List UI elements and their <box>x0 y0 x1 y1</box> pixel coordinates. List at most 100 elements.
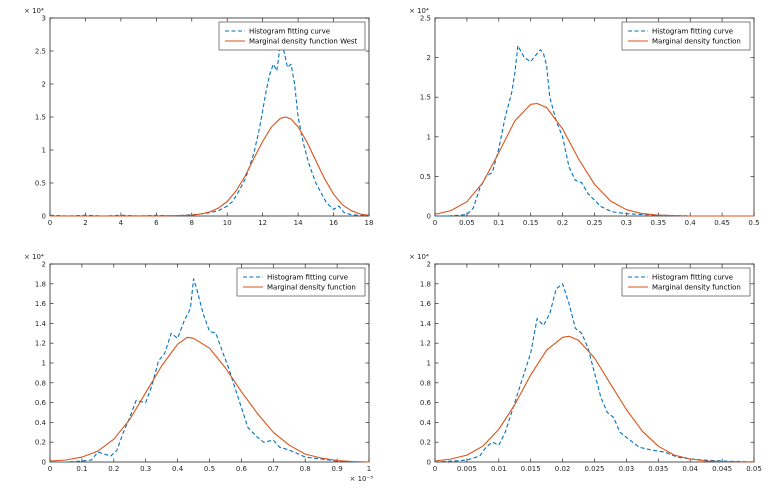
y-tick-label: 1.5 <box>420 94 431 102</box>
series-line-dashed <box>50 278 369 463</box>
chart-root: 0 0.05 0.1 0.15 0.2 0.25 0.3 0.35 0.4 0.45 0.5 0 0.5… <box>409 7 760 227</box>
x-tick-label: 0.4 <box>172 465 184 473</box>
y-tick-label: 1 <box>427 360 431 368</box>
subplot-bottom-left: 0 0.1 0.2 0.3 0.4 0.5 0.6 0.7 0.8 0.9 1 0 0.2 0.4 0.6 0… <box>0 246 385 492</box>
x-tick-label: 0 <box>48 219 52 227</box>
legend-label: Marginal density function West <box>249 37 358 45</box>
y-tick-label: 0.5 <box>35 180 46 188</box>
series-line-solid <box>434 102 754 217</box>
x-tick-label: 0.015 <box>521 465 541 473</box>
x-tick-label: 0.01 <box>491 465 507 473</box>
plot-area <box>50 264 369 462</box>
plot-area <box>435 264 754 462</box>
y-tick-label: 0.4 <box>420 419 432 427</box>
y-tick-label: 0 <box>427 459 431 467</box>
x-tick-label: 0.02 <box>555 465 571 473</box>
series-line-solid <box>434 335 755 463</box>
x-tick-label: 0.1 <box>493 219 504 227</box>
y-tick-label: 0.8 <box>420 379 431 387</box>
chart-top-left: 0 2 4 6 8 10 12 14 16 18 0 0.5 1 1.5 2 2.5 3× 10⁴ Histogr… <box>24 7 373 227</box>
y-tick-label: 0.5 <box>420 173 431 181</box>
y-tick-label: 0.6 <box>420 399 432 407</box>
y-scale-label: × 10⁴ <box>409 253 429 261</box>
y-tick-label: 0.6 <box>35 399 47 407</box>
y-tick-label: 1 <box>427 133 431 141</box>
x-tick-label: 16 <box>329 219 338 227</box>
chart-bottom-left: 0 0.1 0.2 0.3 0.4 0.5 0.6 0.7 0.8 0.9 1 0 0.2 0.4 0.6 0… <box>24 253 374 483</box>
x-tick-label: 0.25 <box>587 219 603 227</box>
x-tick-label: 0.035 <box>648 465 668 473</box>
x-tick-label: 0.3 <box>621 219 632 227</box>
y-tick-label: 2 <box>42 261 46 269</box>
y-tick-label: 1.2 <box>35 340 46 348</box>
y-tick-label: 1 <box>42 147 46 155</box>
x-tick-label: 0 <box>433 465 437 473</box>
x-tick-label: 0.2 <box>108 465 119 473</box>
x-tick-label: 12 <box>258 219 267 227</box>
y-tick-label: 0.2 <box>420 439 431 447</box>
x-tick-label: 2 <box>83 219 87 227</box>
x-tick-label: 18 <box>365 219 374 227</box>
x-tick-label: 8 <box>190 219 194 227</box>
x-tick-label: 0.8 <box>300 465 311 473</box>
chart-bottom-right: 0 0.005 0.01 0.015 0.02 0.025 0.03 0.035 0.04 0.0… <box>409 253 762 473</box>
y-scale-label: × 10⁴ <box>409 7 429 15</box>
subplot-top-left: 0 2 4 6 8 10 12 14 16 18 0 0.5 1 1.5 2 2.5 3 × 10⁴ Histogr… <box>0 0 385 246</box>
y-tick-label: 1 <box>42 360 46 368</box>
x-tick-label: 0.005 <box>457 465 477 473</box>
x-tick-label: 0.35 <box>651 219 667 227</box>
x-tick-label: 0.3 <box>140 465 151 473</box>
x-tick-label: 6 <box>154 219 159 227</box>
x-tick-label: 14 <box>294 219 303 227</box>
x-tick-label: 0 <box>48 465 52 473</box>
y-tick-label: 1.6 <box>420 300 432 308</box>
series-line-dashed <box>434 283 755 463</box>
chart-top-right: 0 0.05 0.1 0.15 0.2 0.25 0.3 0.35 0.4 0.45 0.5 0 0.5… <box>409 7 760 227</box>
x-tick-label: 0.15 <box>523 219 539 227</box>
x-tick-label: 0.04 <box>682 465 698 473</box>
y-tick-label: 0.4 <box>35 419 47 427</box>
y-tick-label: 2 <box>42 81 46 89</box>
legend-label: Histogram fitting curve <box>652 273 733 281</box>
x-tick-label: 0.025 <box>584 465 604 473</box>
y-tick-label: 0.8 <box>35 379 46 387</box>
y-tick-label: 1.8 <box>35 280 46 288</box>
series-line-solid <box>49 336 370 463</box>
plot-box <box>434 263 755 463</box>
legend-label: Histogram fitting curve <box>652 27 733 35</box>
plot-box <box>49 263 370 463</box>
x-tick-label: 10 <box>223 219 232 227</box>
x-tick-label: 0.05 <box>746 465 762 473</box>
y-tick-label: 1.4 <box>420 320 432 328</box>
x-scale-label: × 10⁻³ <box>350 475 374 483</box>
legend-label: Marginal density function <box>652 37 741 45</box>
legend-box <box>236 267 366 297</box>
x-tick-label: 0.7 <box>268 465 279 473</box>
y-tick-label: 2.5 <box>420 15 431 23</box>
chart-root: 0 0.005 0.01 0.015 0.02 0.025 0.03 0.035 0.04 0.0… <box>409 253 762 473</box>
x-tick-label: 1 <box>367 465 371 473</box>
legend-label: Marginal density function <box>267 283 356 291</box>
x-tick-label: 0.03 <box>619 465 635 473</box>
x-tick-label: 0.5 <box>748 219 759 227</box>
y-tick-label: 1.5 <box>35 114 46 122</box>
y-tick-label: 0.2 <box>35 439 46 447</box>
plot-box <box>49 17 370 217</box>
y-tick-label: 2 <box>427 261 431 269</box>
x-tick-label: 4 <box>119 219 124 227</box>
chart-root: 0 2 4 6 8 10 12 14 16 18 0 0.5 1 1.5 2 2.5 3× 10⁴ Histogr… <box>24 7 373 227</box>
y-tick-label: 0 <box>42 459 46 467</box>
x-tick-label: 0.6 <box>236 465 248 473</box>
y-tick-label: 0 <box>42 213 46 221</box>
y-tick-label: 1.8 <box>420 280 431 288</box>
y-tick-label: 2 <box>427 54 431 62</box>
legend-label: Histogram fitting curve <box>249 27 330 35</box>
x-tick-label: 0.2 <box>557 219 568 227</box>
subplot-bottom-right: 0 0.005 0.01 0.015 0.02 0.025 0.03 0.035 0.04 0.0… <box>385 246 770 492</box>
legend-box <box>218 21 366 51</box>
x-tick-label: 0.045 <box>712 465 732 473</box>
legend-label: Marginal density function <box>652 283 741 291</box>
y-tick-label: 1.4 <box>35 320 47 328</box>
series-line-solid <box>50 116 370 217</box>
